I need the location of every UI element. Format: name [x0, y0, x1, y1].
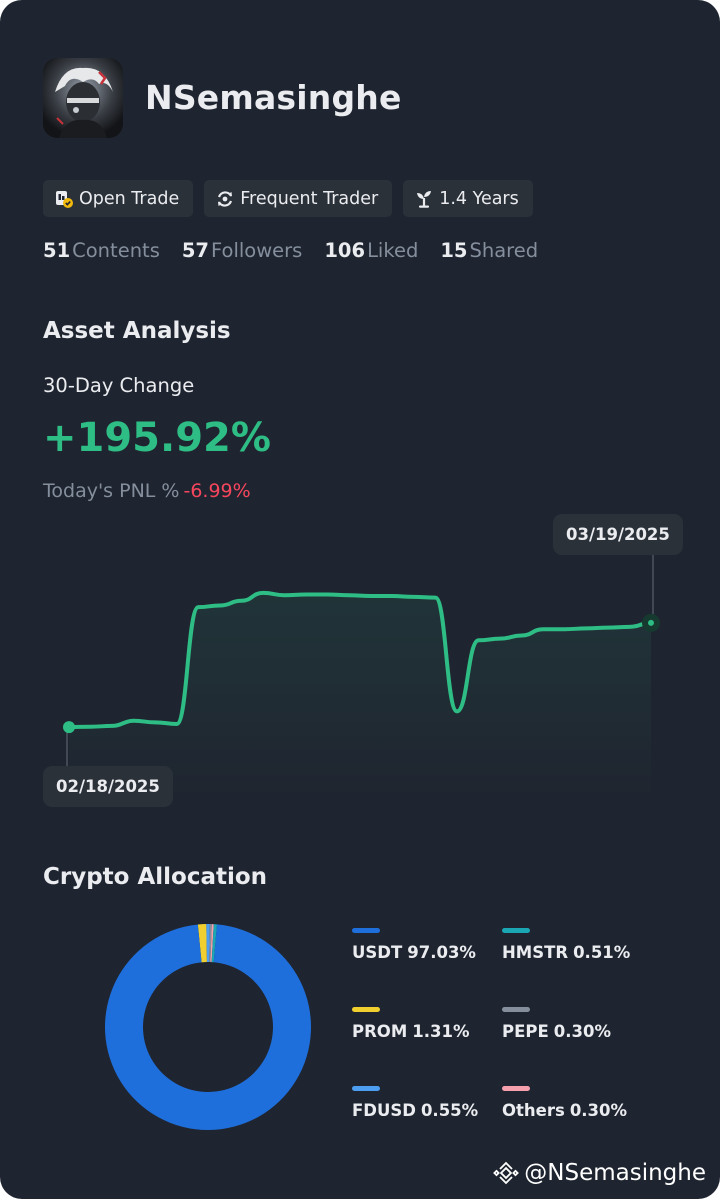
- chart-area-fill: [69, 592, 651, 797]
- start-date-label: 02/18/2025: [43, 766, 173, 807]
- legend-item-prom: PROM 1.31%: [352, 1007, 470, 1041]
- legend-name: FDUSD: [352, 1101, 416, 1120]
- legend-swatch: [352, 928, 380, 933]
- open-trade-icon: [54, 189, 74, 209]
- legend-percent: 0.30%: [569, 1101, 628, 1120]
- legend-item-fdusd: FDUSD 0.55%: [352, 1086, 478, 1120]
- sprout-icon: [414, 189, 434, 209]
- avatar[interactable]: [43, 58, 123, 138]
- legend-swatch: [352, 1007, 380, 1012]
- allocation-legend: USDT 97.03% HMSTR 0.51% PROM 1.31% PEPE 0.30…: [352, 928, 672, 1128]
- profile-stats: 51 Contents 57 Followers 106 Liked 15 Shared: [43, 239, 538, 262]
- binance-logo-icon: [493, 1161, 520, 1185]
- tag-label: Open Trade: [79, 188, 180, 209]
- legend-swatch: [502, 928, 530, 933]
- donut-slice-prom[interactable]: [197, 924, 207, 963]
- legend-name: PROM: [352, 1022, 408, 1041]
- stat-label: Liked: [367, 239, 419, 262]
- crypto-allocation-title: Crypto Allocation: [43, 864, 268, 890]
- legend-swatch: [352, 1086, 380, 1091]
- tag-label: Frequent Trader: [240, 188, 379, 209]
- tag-open-trade[interactable]: Open Trade: [43, 180, 194, 217]
- legend-percent: 0.30%: [553, 1022, 611, 1041]
- stat-value: 15: [440, 239, 468, 262]
- stat-liked[interactable]: 106 Liked: [324, 239, 418, 262]
- stat-value: 106: [324, 239, 366, 262]
- donut-slice-usdt[interactable]: [105, 924, 311, 1130]
- legend-percent: 1.31%: [412, 1022, 470, 1041]
- asset-analysis-title: Asset Analysis: [43, 318, 231, 344]
- end-date-label: 03/19/2025: [553, 514, 683, 555]
- chart-point[interactable]: [642, 613, 660, 632]
- stat-contents[interactable]: 51 Contents: [43, 239, 160, 262]
- pnl-value: -6.99%: [183, 480, 251, 502]
- tag-frequent-trader[interactable]: Frequent Trader: [204, 180, 393, 217]
- donut-slice-others[interactable]: [210, 924, 214, 963]
- stat-followers[interactable]: 57 Followers: [182, 239, 302, 262]
- allocation-donut-chart[interactable]: [105, 924, 311, 1130]
- stat-shared[interactable]: 15 Shared: [440, 239, 538, 262]
- refresh-icon: [215, 189, 235, 209]
- stat-label: Contents: [72, 239, 160, 262]
- legend-name: PEPE: [502, 1022, 549, 1041]
- watermark: @NSemasinghe: [493, 1160, 706, 1186]
- legend-name: HMSTR: [502, 943, 569, 962]
- legend-item-hmstr: HMSTR 0.51%: [502, 928, 630, 962]
- asset-line-chart[interactable]: [0, 505, 720, 815]
- stat-value: 57: [181, 239, 209, 262]
- donut-slice-pepe[interactable]: [209, 924, 212, 963]
- legend-name: Others: [502, 1101, 565, 1120]
- legend-item-pepe: PEPE 0.30%: [502, 1007, 611, 1041]
- legend-item-usdt: USDT 97.03%: [352, 928, 476, 962]
- legend-percent: 97.03%: [407, 943, 476, 962]
- username: NSemasinghe: [145, 78, 402, 117]
- legend-swatch: [502, 1007, 530, 1012]
- watermark-handle: @NSemasinghe: [524, 1160, 706, 1186]
- legend-percent: 0.51%: [573, 943, 631, 962]
- stat-label: Shared: [469, 239, 539, 262]
- legend-percent: 0.55%: [420, 1101, 479, 1120]
- donut-slice-hmstr[interactable]: [211, 924, 218, 963]
- change-label: 30-Day Change: [43, 374, 195, 397]
- legend-name: USDT: [352, 943, 403, 962]
- tag-label: 1.4 Years: [439, 188, 519, 209]
- legend-item-others: Others 0.30%: [502, 1086, 627, 1120]
- tag-years[interactable]: 1.4 Years: [403, 180, 533, 217]
- legend-swatch: [502, 1086, 530, 1091]
- donut-slice-fdusd[interactable]: [206, 924, 210, 963]
- chart-series-line: [67, 590, 653, 730]
- today-pnl: Today's PNL % -6.99%: [43, 480, 251, 502]
- stat-value: 51: [43, 239, 71, 262]
- tag-list: Open Trade Frequent Trader: [43, 180, 533, 217]
- stat-label: Followers: [211, 239, 303, 262]
- chart-point[interactable]: [63, 721, 75, 734]
- change-value: +195.92%: [43, 415, 271, 461]
- pnl-label: Today's PNL %: [43, 480, 180, 502]
